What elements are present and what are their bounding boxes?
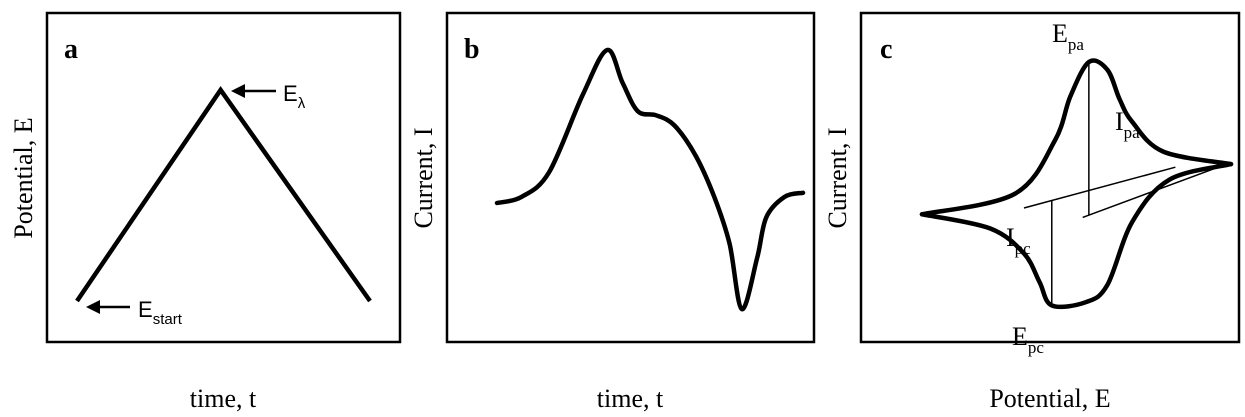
panel-b-frame [445, 11, 816, 344]
panel-c-reverse-scan-line [919, 161, 1234, 310]
ipc-label: Ipc [1006, 223, 1031, 258]
panel-a: a Estart Eλ time, t Potential, E [9, 11, 402, 413]
panel-c-anodic-baseline [1082, 161, 1232, 219]
panel-a-label: a [64, 34, 78, 65]
panel-b-xlabel: time, t [597, 384, 664, 413]
elambda-annotation: Eλ [231, 81, 306, 112]
panel-c-forward-scan-line [919, 58, 1234, 217]
estart-arrowhead [86, 300, 100, 314]
panel-c-xlabel: Potential, E [989, 384, 1110, 413]
elambda-arrowhead [231, 84, 245, 98]
estart-label: Estart [138, 297, 183, 328]
panel-a-ylabel: Potential, E [9, 117, 38, 238]
panel-c-cathodic-baseline [1023, 166, 1176, 209]
panel-c-label: c [880, 34, 892, 65]
epa-label: Epa [1052, 19, 1084, 54]
panel-a-frame [45, 11, 402, 344]
panel-b: b time, t Current, I [409, 11, 816, 413]
panel-b-ylabel: Current, I [409, 127, 438, 228]
panel-b-label: b [464, 34, 480, 65]
elambda-label: Eλ [283, 81, 306, 112]
estart-annotation: Estart [86, 297, 183, 328]
epc-label: Epc [1012, 322, 1044, 357]
panel-a-series-line [75, 86, 372, 303]
panel-a-xlabel: time, t [190, 384, 257, 413]
panel-b-series-line [494, 47, 806, 312]
panel-c-ylabel: Current, I [823, 127, 852, 228]
panel-c-frame [859, 11, 1241, 344]
ipa-label: Ipa [1115, 107, 1140, 142]
panel-c: c Epa Ipa Ipc Epc Potential, E Current, … [823, 11, 1241, 413]
